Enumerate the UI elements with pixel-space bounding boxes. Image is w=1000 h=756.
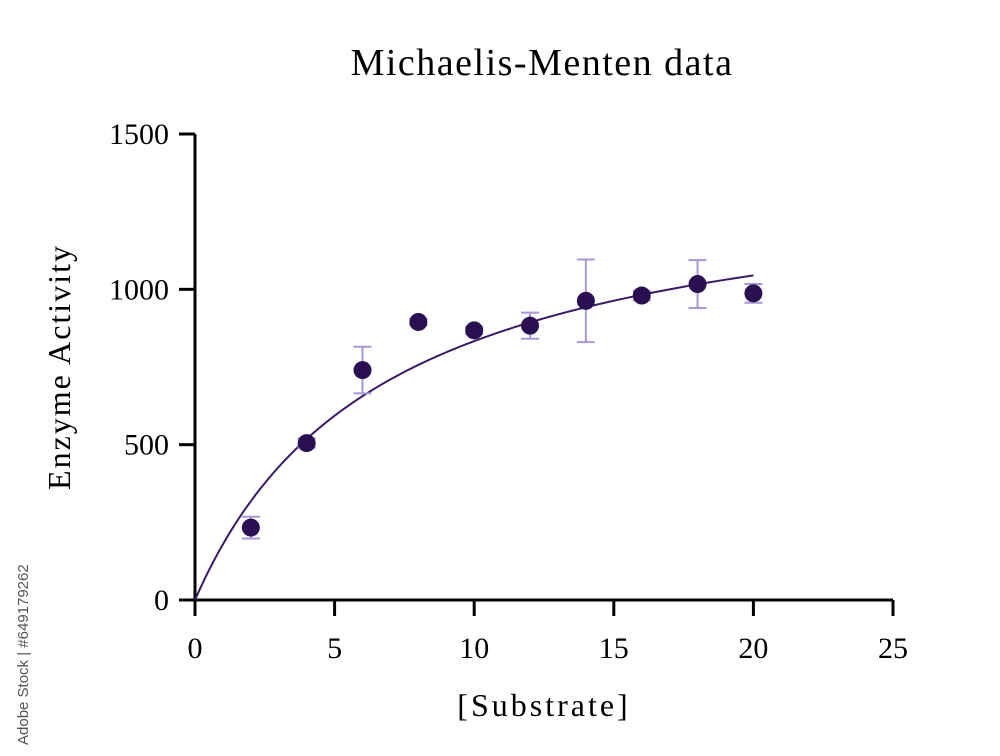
data-point	[576, 291, 595, 310]
x-axis-label: [Substrate]	[457, 687, 630, 723]
x-tick-label: 10	[459, 632, 489, 665]
y-tick-label: 1500	[109, 118, 169, 151]
y-ticks: 0 500 1000 1500	[109, 118, 195, 617]
y-axis-label: Enzyme Activity	[41, 244, 77, 490]
data-point	[744, 284, 763, 303]
x-tick-label: 15	[599, 632, 629, 665]
data-point	[353, 361, 372, 380]
data-point	[297, 434, 316, 453]
data-point	[521, 316, 540, 335]
chart-title: Michaelis-Menten data	[351, 42, 734, 84]
fit-curve	[194, 274, 754, 601]
x-tick-label: 20	[738, 632, 768, 665]
stock-credit: Adobe Stock | #649179262	[15, 564, 32, 745]
x-tick-label: 5	[327, 632, 342, 665]
x-ticks: 0 5 10 15 20 25	[188, 600, 908, 665]
data-point	[409, 312, 428, 331]
y-tick-label: 500	[124, 429, 169, 462]
data-point	[688, 275, 707, 294]
data-point	[241, 518, 260, 537]
error-bars	[241, 258, 763, 540]
x-tick-label: 25	[878, 632, 908, 665]
y-tick-label: 1000	[109, 273, 169, 306]
y-tick-label: 0	[154, 584, 169, 617]
axes	[193, 134, 893, 602]
data-point	[632, 286, 651, 305]
data-point	[465, 321, 484, 340]
x-tick-label: 0	[188, 632, 203, 665]
data-points	[241, 275, 763, 537]
